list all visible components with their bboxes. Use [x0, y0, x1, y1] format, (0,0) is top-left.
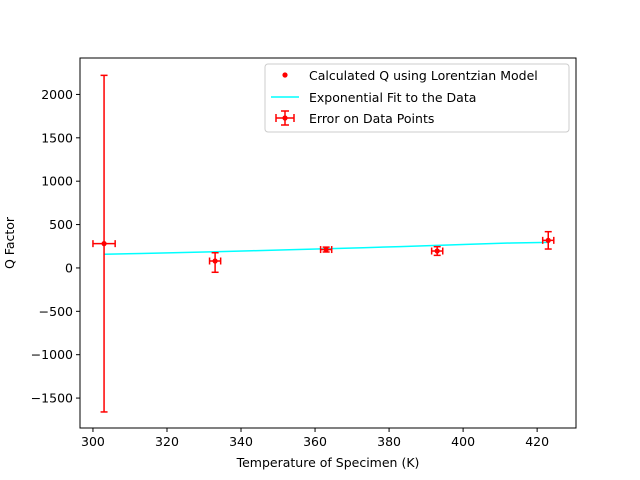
- legend: Calculated Q using Lorentzian Model Expo…: [264, 63, 570, 133]
- data-point: [434, 248, 440, 254]
- legend-label-calculated-q: Calculated Q using Lorentzian Model: [309, 68, 538, 83]
- x-tick-label: 300: [81, 434, 105, 449]
- x-tick-label: 380: [377, 434, 401, 449]
- x-tick-label: 420: [525, 434, 549, 449]
- data-point: [212, 258, 218, 264]
- y-axis: −1500 −1000 −500 0 500 1000 1500 2000: [31, 87, 80, 406]
- x-axis: 300 320 340 360 380 400 420: [81, 428, 549, 449]
- y-tick-label: −1000: [31, 347, 73, 362]
- y-tick-label: 1500: [41, 130, 73, 145]
- data-point: [545, 237, 551, 243]
- y-tick-label: −500: [39, 304, 73, 319]
- legend-label-exponential-fit: Exponential Fit to the Data: [309, 90, 476, 105]
- legend-errorbar-dot: [282, 115, 288, 121]
- y-tick-label: 500: [49, 217, 73, 232]
- y-tick-label: 2000: [41, 87, 73, 102]
- axes-frame: [79, 57, 577, 429]
- x-tick-label: 400: [451, 434, 475, 449]
- x-tick-label: 360: [303, 434, 327, 449]
- legend-dot-marker: [282, 72, 288, 78]
- y-tick-label: −1500: [31, 391, 73, 406]
- plot-area: [92, 74, 555, 413]
- data-point: [101, 241, 107, 247]
- x-tick-label: 320: [155, 434, 179, 449]
- legend-label-error: Error on Data Points: [309, 111, 434, 126]
- y-tick-label: 1000: [41, 174, 73, 189]
- y-tick-label: 0: [65, 260, 73, 275]
- x-tick-label: 340: [229, 434, 253, 449]
- x-axis-label: Temperature of Specimen (K): [236, 455, 420, 470]
- data-point: [323, 246, 329, 253]
- legend-box: [264, 63, 570, 133]
- y-axis-label: Q Factor: [2, 216, 17, 269]
